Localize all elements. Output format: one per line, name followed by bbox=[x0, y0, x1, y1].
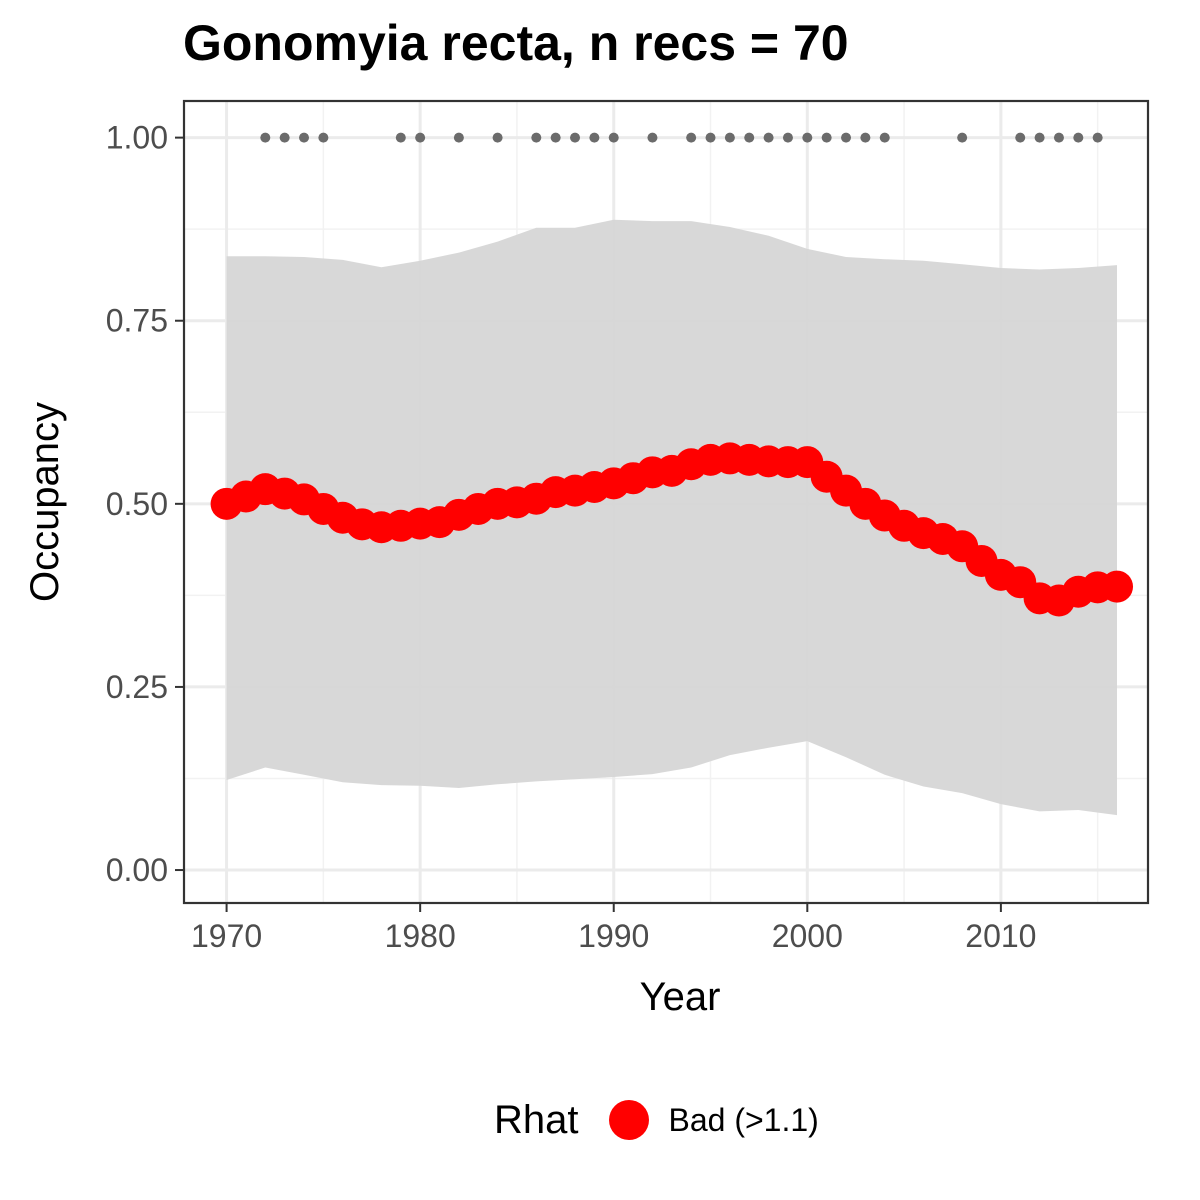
legend-key-bad bbox=[608, 1100, 649, 1140]
record-point bbox=[1073, 132, 1084, 143]
record-point bbox=[647, 132, 658, 143]
record-point bbox=[608, 132, 619, 143]
legend-label-bad: Bad (>1.1) bbox=[668, 1101, 819, 1138]
record-point bbox=[957, 132, 968, 143]
record-point bbox=[260, 132, 271, 143]
y-tick-label: 0.25 bbox=[106, 669, 168, 705]
record-point bbox=[492, 132, 503, 143]
x-axis-ticks: 1970 1980 1990 2000 2010 bbox=[191, 903, 1036, 954]
record-point bbox=[1053, 132, 1064, 143]
series-group bbox=[210, 442, 1134, 617]
record-point bbox=[279, 132, 290, 143]
chart-title: Gonomyia recta, n recs = 70 bbox=[183, 15, 849, 71]
legend-title: Rhat bbox=[494, 1097, 579, 1142]
record-point bbox=[686, 132, 697, 143]
record-point bbox=[570, 132, 581, 143]
record-point bbox=[744, 132, 755, 143]
record-point bbox=[802, 132, 813, 143]
record-point bbox=[453, 132, 464, 143]
record-point bbox=[860, 132, 871, 143]
record-point bbox=[821, 132, 832, 143]
record-point bbox=[589, 132, 600, 143]
y-axis-title: Occupancy bbox=[23, 402, 67, 602]
record-point bbox=[841, 132, 852, 143]
y-axis-ticks: 0.00 0.25 0.50 0.75 1.00 bbox=[106, 120, 184, 888]
occupancy-point bbox=[1101, 570, 1134, 603]
y-tick-label: 0.00 bbox=[106, 852, 168, 888]
record-point bbox=[1015, 132, 1026, 143]
y-tick-label: 0.75 bbox=[106, 303, 168, 339]
record-point bbox=[879, 132, 890, 143]
x-tick-label: 1980 bbox=[385, 918, 456, 954]
record-point bbox=[763, 132, 774, 143]
y-tick-label: 1.00 bbox=[106, 120, 168, 156]
record-point bbox=[782, 132, 793, 143]
record-point bbox=[395, 132, 406, 143]
record-point bbox=[1092, 132, 1103, 143]
confidence-ribbon bbox=[226, 219, 1118, 816]
records-group bbox=[260, 132, 1103, 143]
record-point bbox=[318, 132, 329, 143]
confidence-ribbon-group bbox=[226, 219, 1118, 816]
record-point bbox=[705, 132, 716, 143]
x-axis-title: Year bbox=[640, 975, 721, 1019]
x-tick-label: 1970 bbox=[191, 918, 262, 954]
x-tick-label: 2010 bbox=[965, 918, 1036, 954]
record-point bbox=[1034, 132, 1045, 143]
record-point bbox=[299, 132, 310, 143]
record-point bbox=[724, 132, 735, 143]
record-point bbox=[415, 132, 426, 143]
x-tick-label: 1990 bbox=[578, 918, 649, 954]
record-point bbox=[550, 132, 561, 143]
plot-border bbox=[182, 99, 1150, 905]
legend: Rhat Bad (>1.1) bbox=[494, 1090, 819, 1150]
y-tick-label: 0.50 bbox=[106, 486, 168, 522]
record-point bbox=[531, 132, 542, 143]
x-tick-label: 2000 bbox=[772, 918, 843, 954]
